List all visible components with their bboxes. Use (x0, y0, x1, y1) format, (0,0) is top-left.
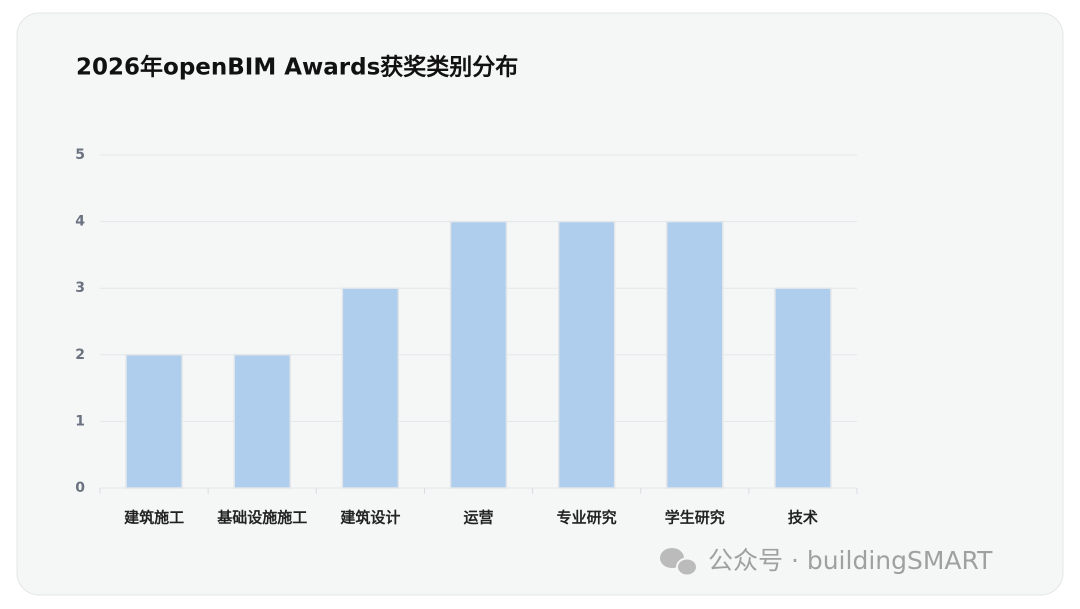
watermark: 公众号 · buildingSMART (708, 546, 993, 575)
bar (666, 220, 724, 489)
y-tick-label: 5 (75, 147, 85, 163)
x-tick-label: 运营 (463, 509, 493, 527)
bar (125, 354, 183, 489)
bar (774, 287, 832, 489)
y-tick-label: 4 (75, 214, 85, 230)
chart-title: 2026年openBIM Awards获奖类别分布 (76, 54, 518, 81)
x-tick-label: 建筑施工 (124, 509, 184, 527)
y-tick-label: 1 (75, 413, 85, 429)
x-tick-label: 技术 (788, 509, 818, 527)
bar (341, 287, 400, 489)
x-tick-label: 学生研究 (665, 509, 725, 527)
x-tick-label: 基础设施施工 (216, 509, 307, 527)
y-tick-label: 3 (75, 280, 85, 296)
bar (449, 220, 508, 489)
bar (557, 220, 616, 489)
x-tick-label: 建筑设计 (340, 509, 400, 527)
y-tick-label: 2 (75, 347, 85, 363)
x-tick-label: 专业研究 (557, 509, 617, 527)
wechat-icon (660, 548, 698, 577)
y-tick-label: 0 (75, 480, 85, 496)
bar (233, 354, 291, 489)
